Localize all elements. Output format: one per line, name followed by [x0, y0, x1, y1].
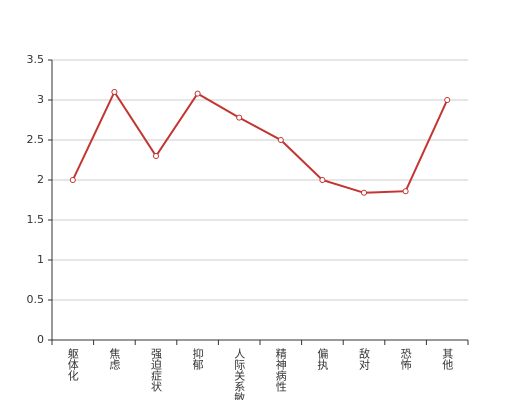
x-tick-label: 恐怖	[399, 348, 412, 370]
point	[402, 188, 409, 195]
y-tick-label: 3	[37, 93, 44, 106]
x-tick-label: 抑郁	[191, 347, 204, 370]
x-tick-label: 人际关系敏感	[233, 348, 246, 400]
point	[69, 177, 76, 183]
point	[444, 97, 451, 103]
y-tick-label: 3.5	[27, 53, 45, 66]
point	[153, 153, 159, 159]
point	[194, 90, 201, 97]
point	[361, 189, 367, 196]
x-tick-label: 其他	[441, 348, 454, 370]
x-tick-label: 强迫症状	[150, 348, 163, 392]
y-tick-label: 0.5	[27, 293, 45, 306]
x-tick-label: 精神病性	[274, 348, 287, 393]
y-tick-label: 2	[37, 173, 44, 186]
x-tick-label: 躯体化	[66, 348, 79, 382]
point	[277, 137, 284, 143]
x-tick-label: 焦虑	[108, 348, 121, 370]
y-tick-label: 2.5	[27, 133, 45, 146]
point	[236, 114, 243, 121]
line	[71, 89, 449, 194]
y-tick-label: 1	[37, 253, 44, 266]
y-tick-label: 0	[37, 333, 44, 346]
x-tick-label: 偏执	[316, 347, 329, 371]
point	[111, 89, 118, 95]
y-tick-label: 1.5	[27, 213, 45, 226]
point	[319, 177, 326, 183]
x-tick-label: 敌对	[358, 347, 371, 370]
